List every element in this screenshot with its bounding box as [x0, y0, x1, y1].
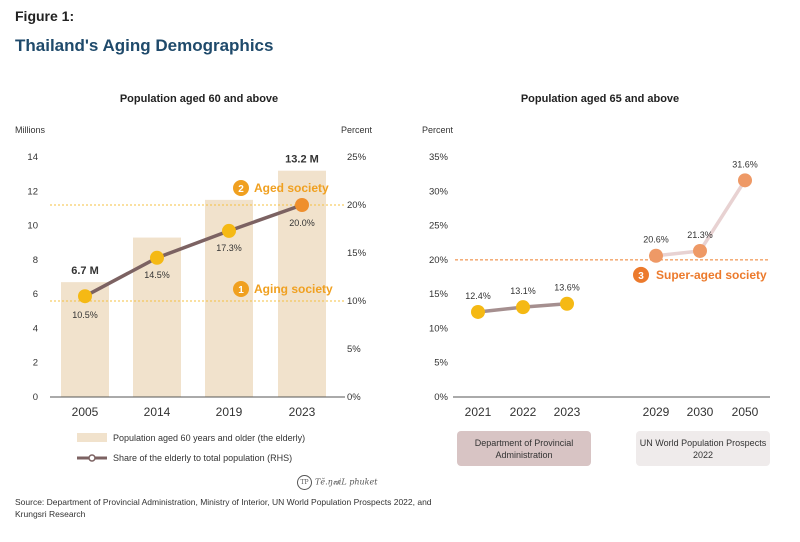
- source-box-label: UN World Population Prospects 2022: [639, 437, 767, 460]
- elderly-share-marker: [738, 173, 752, 188]
- elderly-share-data-label: 31.6%: [732, 159, 758, 169]
- elderly-share-data-label: 12.4%: [465, 291, 491, 301]
- source-note: Source: Department of Provincial Adminis…: [15, 497, 432, 519]
- share-data-label: 14.5%: [144, 270, 170, 280]
- left-y-tick-label: 10: [27, 221, 38, 232]
- threshold-number-badge: [233, 281, 249, 297]
- right-y-tick-label: 15%: [347, 248, 367, 259]
- left-y-tick-label: 8: [33, 255, 38, 266]
- right-chart-y-tick-label: 30%: [429, 186, 449, 197]
- elderly-share-marker: [560, 296, 574, 311]
- bar-value-label: 6.7 M: [71, 265, 99, 277]
- left-y-tick-label: 6: [33, 289, 38, 300]
- right-chart-y-tick-label: 25%: [429, 221, 449, 232]
- right-chart-y-tick-label: 15%: [429, 289, 449, 300]
- share-data-label: 10.5%: [72, 310, 98, 320]
- right-chart-title: Population aged 65 and above: [521, 93, 679, 105]
- right-y-tick-label: 20%: [347, 200, 367, 211]
- left-y-tick-label: 12: [27, 186, 38, 197]
- share-data-label: 20.0%: [289, 218, 315, 228]
- threshold-number: 2: [238, 184, 244, 195]
- left-x-tick-label: 2014: [144, 405, 171, 419]
- threshold-number: 1: [238, 285, 244, 296]
- threshold-number-badge: [633, 266, 649, 283]
- right-y-tick-label: 0%: [347, 392, 361, 403]
- seal-icon: TP: [297, 475, 312, 490]
- right-x-tick-label: 2029: [643, 405, 670, 419]
- share-marker: [295, 198, 309, 212]
- right-chart-y-tick-label: 35%: [429, 152, 449, 163]
- legend-label-line: Share of the elderly to total population…: [113, 453, 292, 463]
- right-chart-y-tick-label: 20%: [429, 255, 449, 266]
- elderly-share-marker: [516, 300, 530, 315]
- legend-swatch-bar: [77, 433, 107, 442]
- right-x-tick-label: 2023: [554, 405, 581, 419]
- source-box-provincial-administration: Department of Provincial Administration: [457, 431, 591, 466]
- share-marker: [222, 223, 236, 238]
- right-chart-y-tick-label: 10%: [429, 323, 449, 334]
- elderly-share-data-label: 13.6%: [554, 283, 580, 293]
- share-line: [84, 203, 303, 298]
- left-x-tick-label: 2019: [216, 405, 243, 419]
- threshold-number: 3: [638, 271, 644, 282]
- left-y-tick-label: 14: [27, 152, 38, 163]
- source-box-label: Department of Provincial Administration: [474, 437, 574, 460]
- left-y-tick-label: 2: [33, 358, 38, 369]
- right-x-tick-label: 2030: [687, 405, 714, 419]
- figure-label: Figure 1:: [15, 8, 75, 24]
- share-data-label: 17.3%: [216, 243, 242, 253]
- right-chart-y-axis-label: Percent: [422, 125, 454, 135]
- left-x-tick-label: 2023: [289, 405, 316, 419]
- legend-swatch-marker: [88, 454, 96, 462]
- elderly-share-marker: [471, 304, 485, 319]
- elderly-share-marker: [693, 243, 707, 258]
- elderly-share-data-label: 13.1%: [510, 286, 536, 296]
- left-x-tick-label: 2005: [72, 405, 99, 419]
- bar-value-label: 13.2 M: [285, 154, 319, 166]
- right-chart-y-tick-label: 0%: [434, 392, 448, 403]
- right-y-tick-label: 10%: [347, 296, 367, 307]
- threshold-number-badge: [233, 180, 249, 196]
- right-y-axis-label: Percent: [341, 125, 373, 135]
- right-x-tick-label: 2021: [465, 405, 492, 419]
- left-y-tick-label: 4: [33, 323, 38, 334]
- legend-label-bar: Population aged 60 years and older (the …: [113, 433, 305, 443]
- elderly-share-data-label: 20.6%: [643, 235, 669, 245]
- share-marker: [150, 250, 164, 265]
- left-y-axis-label: Millions: [15, 125, 46, 135]
- left-y-tick-label: 0: [33, 392, 38, 403]
- right-chart-y-tick-label: 5%: [434, 358, 448, 369]
- watermark: TP Tĕ.ŋ๗iL phuket: [297, 475, 377, 490]
- left-chart-title: Population aged 60 and above: [120, 93, 278, 105]
- elderly-share-data-label: 21.3%: [687, 230, 713, 240]
- right-y-tick-label: 5%: [347, 344, 361, 355]
- figure-title: Thailand's Aging Demographics: [15, 36, 274, 55]
- threshold-label: Aged society: [254, 181, 329, 195]
- watermark-text: Tĕ.ŋ๗iL phuket: [315, 477, 378, 487]
- source-box-un-population-prospects: UN World Population Prospects 2022: [636, 431, 770, 466]
- threshold-label: Super-aged society: [656, 268, 767, 282]
- right-x-tick-label: 2022: [510, 405, 537, 419]
- right-x-tick-label: 2050: [732, 405, 759, 419]
- elderly-share-marker: [649, 248, 663, 263]
- threshold-label: Aging society: [254, 282, 333, 296]
- right-y-tick-label: 25%: [347, 152, 367, 163]
- share-marker: [78, 289, 92, 304]
